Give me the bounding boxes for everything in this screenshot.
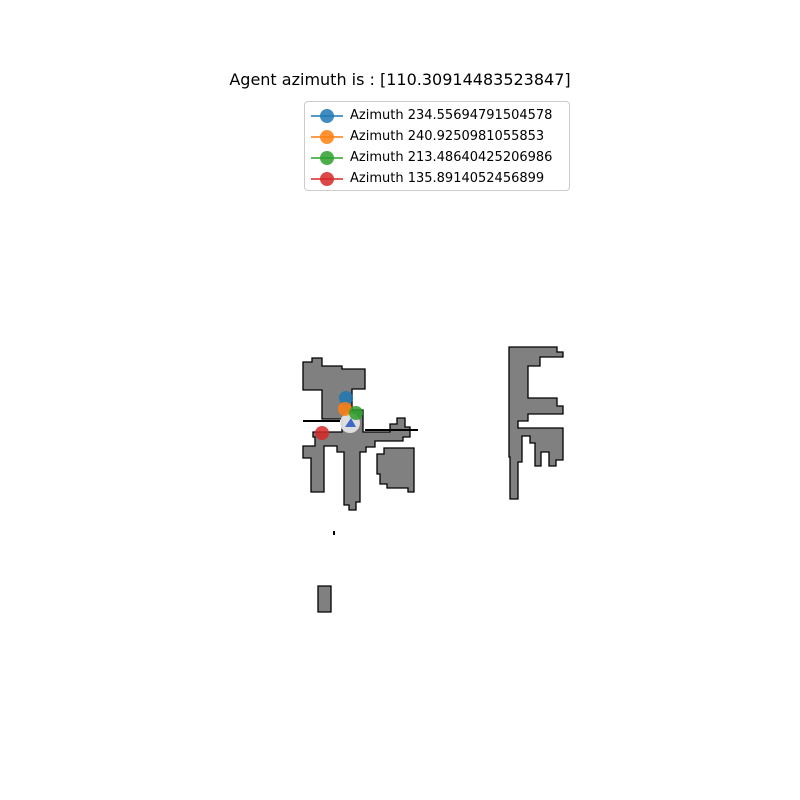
legend-item-4: Azimuth 135.8914052456899	[305, 168, 569, 190]
legend-marker-3	[311, 151, 343, 165]
legend-item-3: Azimuth 213.48640425206986	[305, 147, 569, 169]
floorplan-region-lower-right	[376, 447, 415, 493]
azimuth-point-3	[349, 406, 363, 420]
legend-item-1: Azimuth 234.55694791504578	[305, 105, 569, 127]
legend-item-2: Azimuth 240.9250981055853	[305, 126, 569, 148]
chart-title: Agent azimuth is : [110.30914483523847]	[229, 70, 571, 89]
azimuth-point-1	[339, 391, 353, 405]
legend-label-2: Azimuth 240.9250981055853	[350, 129, 545, 144]
azimuth-point-2	[338, 402, 352, 416]
azimuth-point-4	[315, 426, 329, 440]
agent-marker-icon	[345, 418, 356, 427]
legend-label-1: Azimuth 234.55694791504578	[350, 108, 553, 123]
floorplan-region-right	[508, 346, 564, 500]
legend-marker-2	[311, 130, 343, 144]
legend-label-4: Azimuth 135.8914052456899	[350, 171, 545, 186]
legend: Azimuth 234.55694791504578 Azimuth 240.9…	[304, 101, 570, 191]
floorplan-region-bottom-block	[317, 585, 332, 613]
floorplan-region-main	[302, 357, 411, 511]
legend-marker-1	[311, 109, 343, 123]
legend-marker-4	[311, 172, 343, 186]
legend-label-3: Azimuth 213.48640425206986	[350, 150, 553, 165]
